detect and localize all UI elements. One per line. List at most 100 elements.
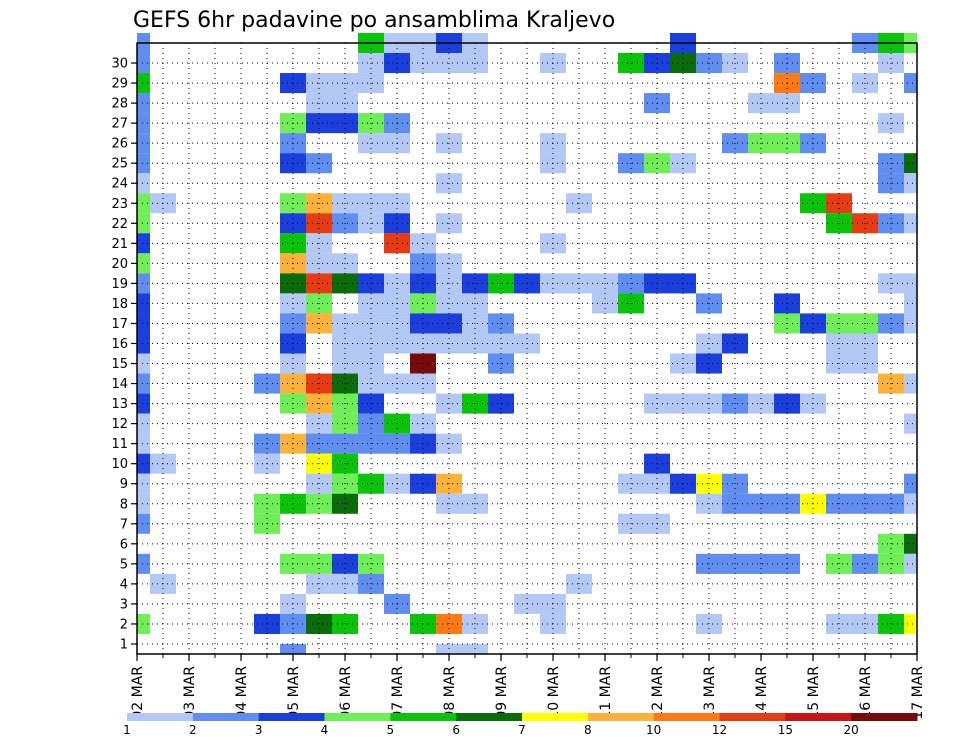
legend-label: 7 <box>518 723 526 737</box>
x-tick-label: 16 MAR <box>858 666 874 720</box>
y-tick-label: 28 <box>111 97 128 112</box>
legend-label: 5 <box>387 723 395 737</box>
heatmap-cell <box>137 393 150 414</box>
heatmap-cell <box>137 333 150 354</box>
x-tick-label: 10 MAR <box>546 666 562 720</box>
heatmap-cell <box>137 353 150 374</box>
heatmap-cell <box>137 513 150 534</box>
x-tick-label: 03 MAR <box>182 666 198 720</box>
y-tick-label: 4 <box>120 577 128 592</box>
heatmap-cell <box>137 433 150 454</box>
legend-label: 10 <box>646 723 661 737</box>
y-tick-label: 11 <box>111 437 128 452</box>
heatmap-cell <box>904 533 917 554</box>
legend-swatch <box>324 713 391 721</box>
y-tick-label: 22 <box>111 217 128 232</box>
heatmap-cell <box>904 153 917 174</box>
legend-label: 2 <box>189 723 197 737</box>
y-tick-label: 8 <box>120 497 128 512</box>
y-tick-label: 6 <box>120 537 128 552</box>
heatmap-cell <box>137 373 150 394</box>
heatmap-cell <box>904 273 917 294</box>
y-tick-label: 24 <box>111 177 128 192</box>
legend-swatch <box>127 713 194 721</box>
heatmap-cell <box>137 153 150 174</box>
legend-label: 6 <box>452 723 460 737</box>
heatmap-cell <box>137 313 150 334</box>
heatmap-cell <box>137 493 150 514</box>
y-tick-label: 18 <box>111 297 128 312</box>
heatmap-cell <box>904 473 917 494</box>
x-tick-label: 02 MAR <box>130 666 146 720</box>
y-tick-label: 9 <box>120 477 128 492</box>
heatmap-cell <box>137 213 150 234</box>
x-tick-label: 17 MAR <box>910 666 926 720</box>
x-tick-label: 07 MAR <box>390 666 406 720</box>
heatmap-cell <box>137 253 150 274</box>
y-tick-label: 13 <box>111 397 128 412</box>
heatmap-cell <box>904 553 917 574</box>
y-tick-label: 27 <box>111 117 128 132</box>
heatmap-cell <box>137 113 150 134</box>
heatmap-cell <box>137 93 150 114</box>
chart-title: GEFS 6hr padavine po ansamblima Kraljevo <box>133 8 615 33</box>
y-tick-label: 3 <box>120 597 128 612</box>
x-axis-ticks: 02 MAR 03 MAR 04 MAR 05 MAR 06 MAR 07 MAR 08 M… <box>130 654 926 720</box>
y-tick-label: 14 <box>111 377 128 392</box>
x-tick-label: 15 MAR <box>806 666 822 720</box>
heatmap-cell <box>137 193 150 214</box>
heatmap-cell <box>137 73 150 94</box>
y-tick-label: 21 <box>111 237 128 252</box>
heatmap-cell <box>904 293 917 314</box>
heatmap-cell <box>137 173 150 194</box>
color-legend: 1 2 3 4 5 6 7 8 10 12 15 20 <box>123 713 918 737</box>
y-tick-label: 2 <box>120 617 128 632</box>
heatmap-cell <box>137 453 150 474</box>
legend-label: 15 <box>778 723 793 737</box>
y-tick-label: 25 <box>111 157 128 172</box>
legend-label: 1 <box>123 723 131 737</box>
legend-swatch <box>192 713 260 721</box>
heatmap-cell <box>137 133 150 154</box>
y-tick-label: 20 <box>111 257 128 272</box>
legend-swatch <box>522 713 589 721</box>
y-tick-label: 1 <box>120 637 128 652</box>
x-tick-label: 12 MAR <box>650 666 666 720</box>
y-tick-label: 17 <box>111 317 128 332</box>
legend-label: 3 <box>255 723 263 737</box>
heatmap-cell <box>137 613 150 634</box>
heatmap-cell <box>904 413 917 434</box>
legend-swatch <box>258 713 325 721</box>
legend-swatch <box>785 713 852 721</box>
legend-label: 20 <box>844 723 859 737</box>
y-axis-ticks: 1234567891011121314151617181920212223242… <box>111 57 137 652</box>
legend-swatch <box>587 713 655 721</box>
x-tick-label: 06 MAR <box>338 666 354 720</box>
heatmap-cell <box>904 173 917 194</box>
heatmap-cell <box>904 613 917 634</box>
x-tick-label: 04 MAR <box>234 666 250 720</box>
y-tick-label: 12 <box>111 417 128 432</box>
x-tick-label: 14 MAR <box>754 666 770 720</box>
y-tick-label: 19 <box>111 277 128 292</box>
legend-swatch <box>390 713 457 721</box>
y-tick-label: 5 <box>120 557 128 572</box>
heatmap-cell <box>137 473 150 494</box>
heatmap-cell <box>137 553 150 574</box>
legend-swatch <box>719 713 786 721</box>
y-tick-label: 30 <box>111 57 128 72</box>
x-tick-label: 11 MAR <box>598 666 614 720</box>
heatmap-cells <box>137 32 917 654</box>
y-tick-label: 23 <box>111 197 128 212</box>
x-tick-label: 09 MAR <box>494 666 510 720</box>
legend-swatch <box>851 713 918 721</box>
y-tick-label: 10 <box>111 457 128 472</box>
y-tick-label: 16 <box>111 337 128 352</box>
legend-swatch <box>456 713 523 721</box>
x-tick-label: 13 MAR <box>702 666 718 720</box>
heatmap-cell <box>904 373 917 394</box>
x-tick-label: 08 MAR <box>442 666 458 720</box>
legend-swatch <box>653 713 720 721</box>
heatmap-cell <box>137 53 150 74</box>
